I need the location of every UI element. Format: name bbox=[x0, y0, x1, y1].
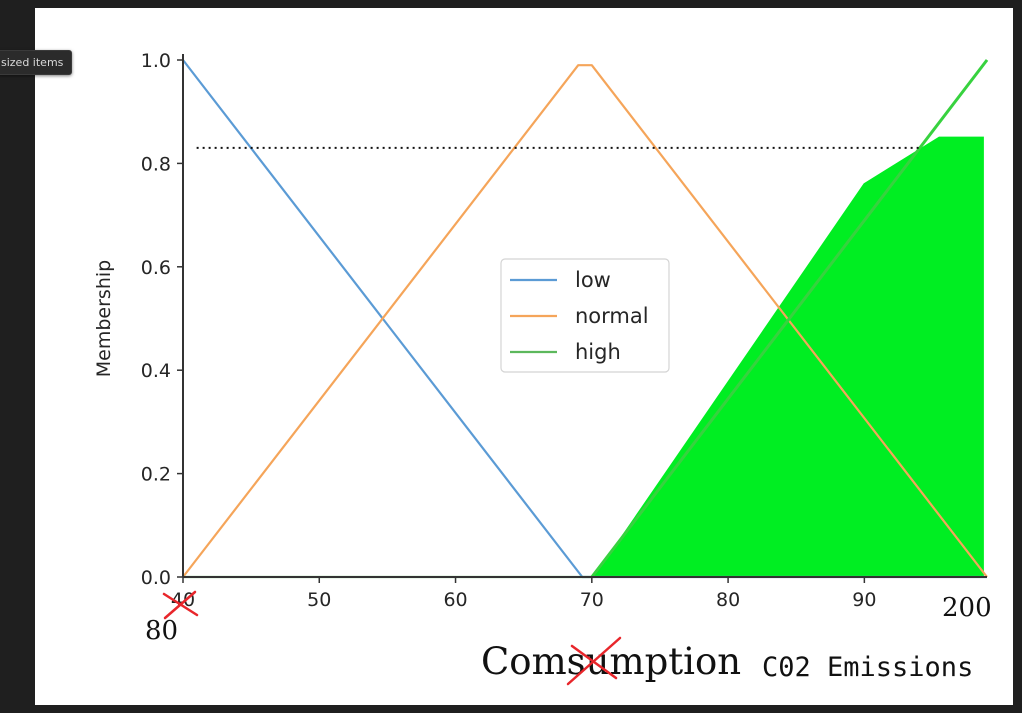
x-tick-label: 50 bbox=[307, 589, 331, 611]
x-tick-label: 70 bbox=[580, 589, 604, 611]
y-tick-label: 1.0 bbox=[141, 50, 171, 72]
y-tick-label: 0.6 bbox=[141, 257, 171, 279]
y-tick-label: 0.0 bbox=[141, 567, 171, 589]
y-tick-label: 0.8 bbox=[141, 153, 171, 175]
x-tick-label: 90 bbox=[852, 589, 876, 611]
chart-svg: 0.0 0.2 0.4 0.6 0.8 1.0 40 50 60 70 80 90 Membership… bbox=[93, 50, 992, 686]
legend-label-normal: normal bbox=[575, 304, 649, 328]
high-line-highlight bbox=[590, 59, 989, 578]
x-tick-label: 60 bbox=[443, 589, 467, 611]
replacement-title: C02 Emissions bbox=[762, 652, 973, 683]
x-tick-label: 40 bbox=[171, 589, 195, 611]
replacement-x-max-label: 200 bbox=[942, 593, 992, 623]
y-tick-label: 0.4 bbox=[141, 360, 171, 382]
legend-label-low: low bbox=[575, 268, 611, 292]
y-tick-label: 0.2 bbox=[141, 464, 171, 486]
title-strike-mark bbox=[570, 644, 618, 680]
replacement-x-min-label: 80 bbox=[145, 616, 178, 646]
legend-label-high: high bbox=[575, 340, 621, 364]
tooltip: sized items bbox=[0, 50, 73, 75]
y-axis-label: Membership bbox=[93, 260, 115, 377]
x-tick-label: 80 bbox=[716, 589, 740, 611]
legend-box bbox=[500, 258, 670, 373]
strike-mark bbox=[163, 590, 197, 620]
chart-canvas: 0.0 0.2 0.4 0.6 0.8 1.0 40 50 60 70 80 90 Membership… bbox=[35, 8, 1013, 705]
legend: low normal high bbox=[500, 258, 670, 373]
series-line-normal bbox=[182, 64, 988, 578]
